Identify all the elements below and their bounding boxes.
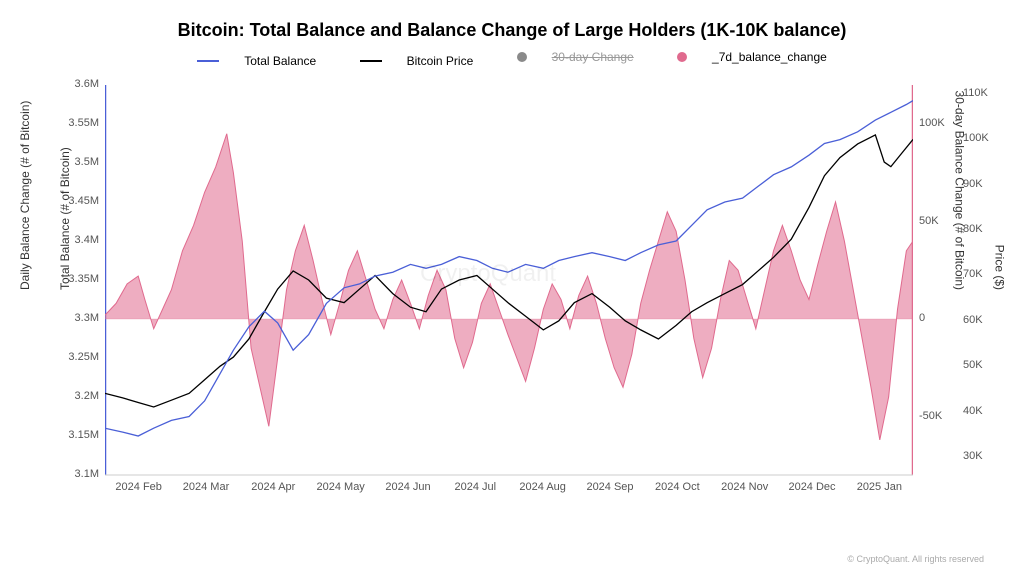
x-tick-month: 2024 Dec [788,481,835,493]
y-tick-price: 90K [963,178,1008,190]
x-tick-month: 2024 Nov [721,481,768,493]
legend-swatch-30d-change [517,52,527,62]
axis-label-daily-change: Daily Balance Change (# of Bitcoin) [18,101,32,290]
y-tick-30d-change: -50K [919,410,969,422]
y-tick-total-balance: 3.15M [57,429,99,441]
x-tick-month: 2024 Oct [655,481,700,493]
legend-item-bitcoin-price[interactable]: Bitcoin Price [350,54,484,68]
y-tick-price: 70K [963,268,1008,280]
y-tick-total-balance: 3.45M [57,195,99,207]
attribution-text: © CryptoQuant. All rights reserved [847,554,984,564]
y-tick-total-balance: 3.4M [57,234,99,246]
y-tick-total-balance: 3.6M [57,78,99,90]
chart-container: Bitcoin: Total Balance and Balance Chang… [0,0,1024,576]
x-tick-month: 2024 Mar [183,481,229,493]
y-tick-price: 60K [963,314,1008,326]
y-tick-total-balance: 3.2M [57,390,99,402]
y-tick-price: 100K [963,132,1008,144]
axis-label-price: Price ($) [992,245,1006,290]
x-tick-month: 2024 Apr [251,481,295,493]
legend-label: _7d_balance_change [712,50,827,64]
x-tick-month: 2024 Sep [586,481,633,493]
legend-label: Total Balance [244,54,316,68]
chart-title: Bitcoin: Total Balance and Balance Chang… [0,20,1024,41]
x-tick-month: 2025 Jan [857,481,902,493]
legend-item-total-balance[interactable]: Total Balance [187,54,326,68]
y-tick-total-balance: 3.55M [57,117,99,129]
y-tick-price: 80K [963,223,1008,235]
legend-swatch-bitcoin-price [360,60,382,62]
y-tick-30d-change: 50K [919,215,969,227]
y-tick-price: 110K [963,87,1008,99]
y-tick-30d-change: 100K [919,117,969,129]
plot-svg [105,80,913,500]
x-tick-month: 2024 Jun [385,481,430,493]
y-tick-total-balance: 3.1M [57,468,99,480]
y-tick-total-balance: 3.5M [57,156,99,168]
y-tick-total-balance: 3.25M [57,351,99,363]
y-tick-price: 40K [963,405,1008,417]
legend-item-30d-change[interactable]: 30-day Change [507,50,644,64]
legend-label: Bitcoin Price [407,54,474,68]
legend-label: 30-day Change [552,50,634,64]
x-tick-month: 2024 Jul [455,481,497,493]
plot-area [105,80,913,500]
y-tick-price: 50K [963,359,1008,371]
legend-item-7d-change[interactable]: _7d_balance_change [667,50,837,64]
axis-label-total-balance: Total Balance (# of Bitcoin) [58,147,72,290]
legend-swatch-total-balance [197,60,219,62]
x-tick-month: 2024 Feb [115,481,161,493]
x-tick-month: 2024 May [317,481,365,493]
x-tick-month: 2024 Aug [519,481,566,493]
y-tick-30d-change: 0 [919,312,969,324]
legend-swatch-7d-change [677,52,687,62]
chart-legend: Total Balance Bitcoin Price 30-day Chang… [0,50,1024,68]
y-tick-total-balance: 3.35M [57,273,99,285]
y-tick-total-balance: 3.3M [57,312,99,324]
y-tick-price: 30K [963,450,1008,462]
